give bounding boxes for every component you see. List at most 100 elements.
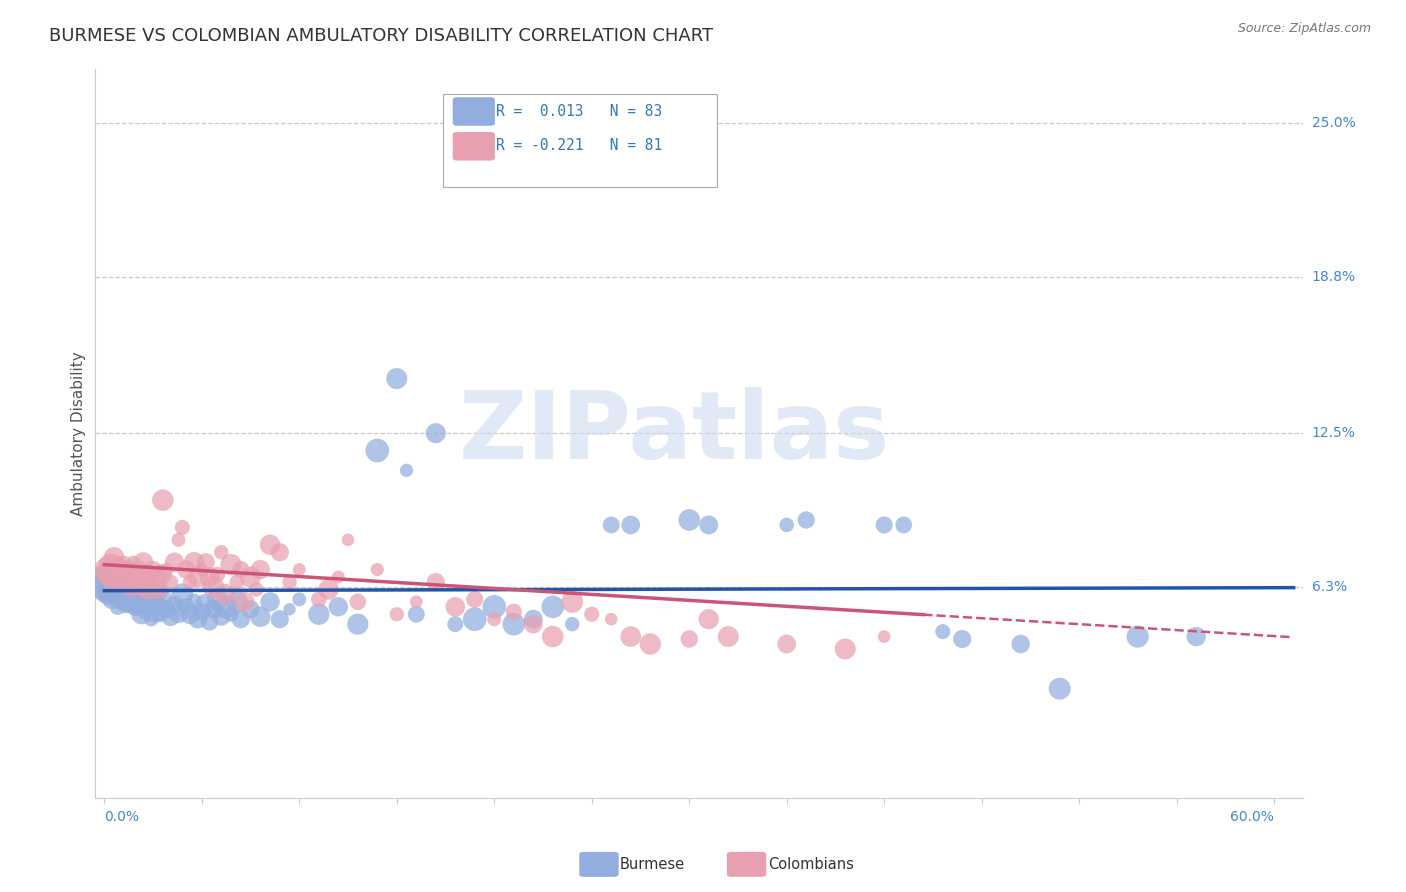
Point [101,574,124,589]
Text: Burmese: Burmese [620,857,685,871]
Point [620,517,643,532]
Point [111,592,134,607]
Point [794,513,817,527]
Point [207,567,229,582]
Point [502,605,524,619]
Point [931,624,953,639]
Point [127,574,149,589]
Point [96,574,118,589]
Point [183,555,205,569]
Point [198,570,221,584]
Point [239,602,262,616]
Point [209,545,232,559]
Point [191,563,214,577]
Point [159,609,181,624]
Point [219,558,242,572]
Point [108,587,131,601]
Point [114,574,136,589]
Point [148,599,170,614]
Point [600,517,623,532]
Point [163,555,186,569]
Point [134,605,156,619]
Point [122,555,145,569]
Text: 12.5%: 12.5% [1312,426,1355,440]
Point [194,555,217,569]
Point [561,617,583,632]
Point [112,558,135,572]
Point [308,592,330,607]
Text: ZIPatlas: ZIPatlas [460,387,890,479]
Point [269,612,291,626]
Point [152,493,174,508]
Point [214,599,236,614]
Point [105,590,128,604]
Point [1049,681,1071,696]
Point [139,612,162,626]
Text: Colombians: Colombians [768,857,853,871]
Point [425,426,447,441]
Point [112,582,135,597]
Point [96,580,118,594]
Point [620,630,643,644]
Point [98,558,121,572]
Point [148,582,170,597]
Point [107,599,129,614]
Point [346,595,368,609]
Point [405,607,427,622]
Point [249,563,271,577]
Point [522,612,544,626]
Point [146,570,169,584]
Point [172,587,194,601]
Point [127,592,149,607]
Point [522,617,544,632]
Point [131,607,153,622]
Point [678,513,700,527]
Point [873,630,896,644]
Point [121,580,143,594]
Point [108,563,131,577]
Point [464,592,486,607]
Point [245,582,267,597]
Point [146,585,169,599]
Text: BURMESE VS COLOMBIAN AMBULATORY DISABILITY CORRELATION CHART: BURMESE VS COLOMBIAN AMBULATORY DISABILI… [49,27,713,45]
Point [142,595,165,609]
Point [366,563,388,577]
Point [219,607,242,622]
Point [97,567,120,582]
Point [249,609,271,624]
Text: R =  0.013   N = 83: R = 0.013 N = 83 [496,104,662,119]
Point [581,607,603,622]
Point [138,597,160,611]
Point [1010,637,1032,651]
Point [288,563,311,577]
Text: R = -0.221   N = 81: R = -0.221 N = 81 [496,138,662,153]
Point [444,599,467,614]
Point [278,574,301,589]
Point [328,599,350,614]
Point [183,595,205,609]
Point [174,599,197,614]
Point [134,570,156,584]
Point [156,563,179,577]
Point [139,574,162,589]
Point [1185,630,1208,644]
Point [638,637,661,651]
Point [118,570,141,584]
Point [328,570,350,584]
Point [225,574,247,589]
Point [233,595,256,609]
Point [121,595,143,609]
Point [103,550,125,565]
Point [96,563,118,577]
Point [149,607,172,622]
Point [117,590,139,604]
Point [484,599,506,614]
Point [288,592,311,607]
Point [209,609,232,624]
Point [105,567,128,582]
Point [97,587,120,601]
Point [159,574,181,589]
Point [229,612,252,626]
Point [124,567,146,582]
Point [179,574,201,589]
